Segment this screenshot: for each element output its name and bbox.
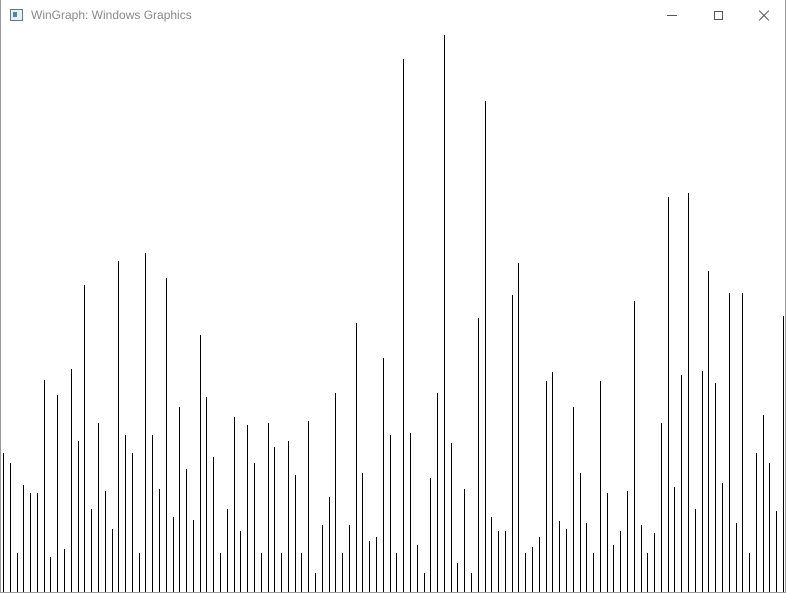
minimize-button[interactable] xyxy=(649,0,695,31)
maximize-icon xyxy=(713,11,723,20)
maximize-button[interactable] xyxy=(695,0,741,31)
minimize-icon xyxy=(667,15,677,16)
title-bar[interactable]: WinGraph: Windows Graphics xyxy=(1,0,785,31)
close-icon xyxy=(758,10,770,22)
close-button[interactable] xyxy=(741,0,785,31)
bar-chart xyxy=(3,35,784,592)
graphics-canvas[interactable] xyxy=(1,31,785,592)
app-window-icon[interactable] xyxy=(10,9,23,21)
window-title: WinGraph: Windows Graphics xyxy=(31,8,192,22)
